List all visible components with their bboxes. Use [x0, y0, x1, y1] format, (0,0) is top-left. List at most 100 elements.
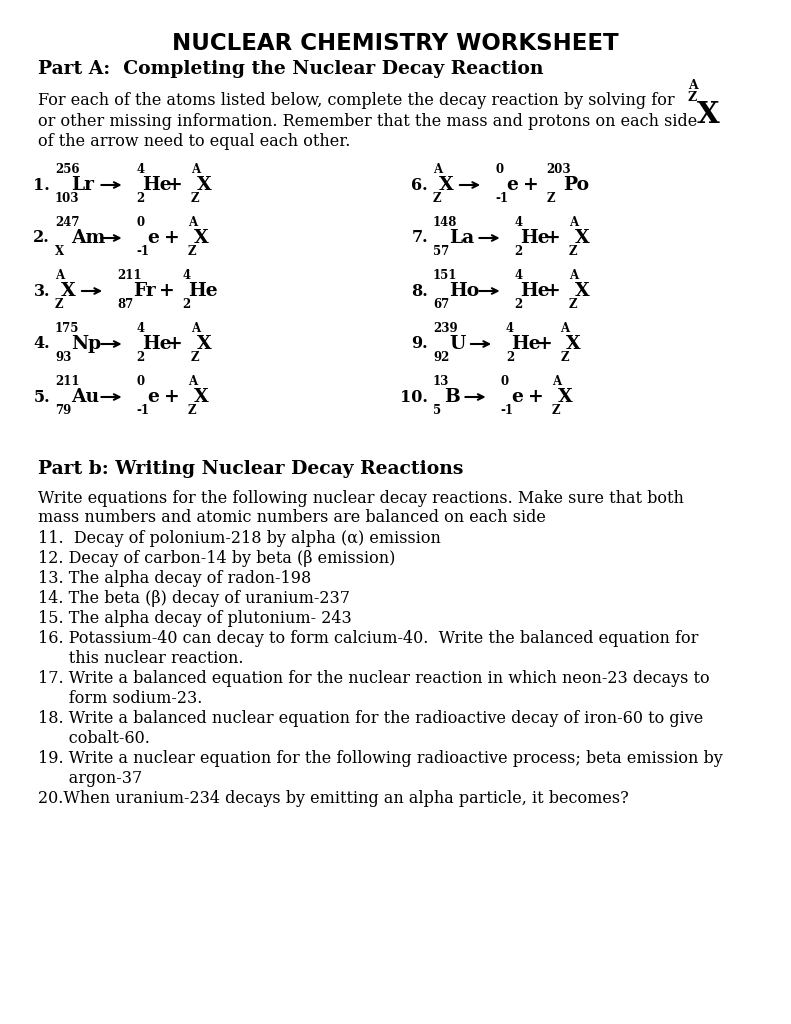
Text: 211: 211: [55, 375, 80, 388]
Text: Z: Z: [191, 193, 199, 205]
Text: Z: Z: [191, 351, 199, 364]
Text: 3.: 3.: [33, 283, 50, 299]
Text: 13. The alpha decay of radon-198: 13. The alpha decay of radon-198: [38, 570, 311, 587]
Text: 4: 4: [514, 269, 523, 282]
Text: this nuclear reaction.: this nuclear reaction.: [38, 650, 244, 667]
Text: 5: 5: [433, 404, 441, 417]
Text: 4.: 4.: [33, 336, 50, 352]
Text: X: X: [558, 388, 572, 406]
Text: 19. Write a nuclear equation for the following radioactive process; beta emissio: 19. Write a nuclear equation for the fol…: [38, 750, 723, 767]
Text: Z: Z: [188, 404, 196, 417]
Text: For each of the atoms listed below, complete the decay reaction by solving for: For each of the atoms listed below, comp…: [38, 92, 679, 109]
Text: Part A:  Completing the Nuclear Decay Reaction: Part A: Completing the Nuclear Decay Rea…: [38, 60, 543, 78]
Text: 4: 4: [514, 216, 523, 229]
Text: 4: 4: [137, 322, 145, 335]
Text: X: X: [574, 282, 589, 300]
Text: 2: 2: [137, 351, 145, 364]
Text: argon-37: argon-37: [38, 770, 142, 787]
Text: 175: 175: [55, 322, 79, 335]
Text: 247: 247: [55, 216, 80, 229]
Text: -1: -1: [495, 193, 508, 205]
Text: 4: 4: [137, 163, 145, 176]
Text: or other missing information. Remember that the mass and protons on each side: or other missing information. Remember t…: [38, 113, 697, 130]
Text: 18. Write a balanced nuclear equation for the radioactive decay of iron-60 to gi: 18. Write a balanced nuclear equation fo…: [38, 710, 703, 727]
Text: 10.: 10.: [400, 388, 428, 406]
Text: -1: -1: [137, 404, 149, 417]
Text: Z: Z: [569, 298, 577, 311]
Text: X: X: [196, 176, 211, 194]
Text: Am: Am: [71, 229, 106, 247]
Text: X: X: [194, 229, 208, 247]
Text: 256: 256: [55, 163, 80, 176]
Text: 93: 93: [55, 351, 71, 364]
Text: Fr: Fr: [134, 282, 157, 300]
Text: Lr: Lr: [71, 176, 94, 194]
Text: 57: 57: [433, 245, 449, 258]
Text: A: A: [191, 322, 200, 335]
Text: 79: 79: [55, 404, 71, 417]
Text: A: A: [688, 79, 698, 92]
Text: X: X: [574, 229, 589, 247]
Text: X: X: [60, 282, 75, 300]
Text: 20.When uranium-234 decays by emitting an alpha particle, it becomes?: 20.When uranium-234 decays by emitting a…: [38, 790, 629, 807]
Text: Write equations for the following nuclear decay reactions. Make sure that both: Write equations for the following nuclea…: [38, 490, 684, 507]
Text: Np: Np: [71, 335, 101, 353]
Text: 92: 92: [433, 351, 449, 364]
Text: 8.: 8.: [411, 283, 428, 299]
Text: Ho: Ho: [449, 282, 480, 300]
Text: Z: Z: [688, 91, 697, 104]
Text: X: X: [438, 176, 453, 194]
Text: Z: Z: [188, 245, 196, 258]
Text: 12. Decay of carbon-14 by beta (β emission): 12. Decay of carbon-14 by beta (β emissi…: [38, 550, 396, 567]
Text: Au: Au: [71, 388, 100, 406]
Text: He: He: [512, 335, 541, 353]
Text: +: +: [528, 388, 544, 406]
Text: form sodium-23.: form sodium-23.: [38, 690, 202, 707]
Text: He: He: [188, 282, 218, 300]
Text: e: e: [147, 388, 159, 406]
Text: A: A: [55, 269, 64, 282]
Text: NUCLEAR CHEMISTRY WORKSHEET: NUCLEAR CHEMISTRY WORKSHEET: [172, 32, 619, 55]
Text: 2: 2: [506, 351, 514, 364]
Text: A: A: [188, 375, 197, 388]
Text: A: A: [552, 375, 561, 388]
Text: 239: 239: [433, 322, 458, 335]
Text: A: A: [569, 216, 578, 229]
Text: Po: Po: [563, 176, 589, 194]
Text: 211: 211: [117, 269, 142, 282]
Text: Z: Z: [552, 404, 561, 417]
Text: A: A: [433, 163, 442, 176]
Text: A: A: [569, 269, 578, 282]
Text: 0: 0: [501, 375, 509, 388]
Text: 4: 4: [183, 269, 191, 282]
Text: e: e: [512, 388, 524, 406]
Text: A: A: [191, 163, 200, 176]
Text: 14. The beta (β) decay of uranium-237: 14. The beta (β) decay of uranium-237: [38, 590, 350, 607]
Text: -1: -1: [137, 245, 149, 258]
Text: Z: Z: [569, 245, 577, 258]
Text: of the arrow need to equal each other.: of the arrow need to equal each other.: [38, 133, 350, 150]
Text: mass numbers and atomic numbers are balanced on each side: mass numbers and atomic numbers are bala…: [38, 509, 546, 526]
Text: 2: 2: [183, 298, 191, 311]
Text: +: +: [536, 335, 552, 353]
Text: 1.: 1.: [33, 176, 50, 194]
Text: +: +: [167, 176, 183, 194]
Text: 67: 67: [433, 298, 449, 311]
Text: 13: 13: [433, 375, 449, 388]
Text: Z: Z: [55, 298, 63, 311]
Text: +: +: [164, 388, 180, 406]
Text: 0: 0: [137, 216, 145, 229]
Text: +: +: [545, 229, 561, 247]
Text: +: +: [167, 335, 183, 353]
Text: e: e: [506, 176, 518, 194]
Text: 2: 2: [137, 193, 145, 205]
Text: He: He: [142, 176, 172, 194]
Text: 9.: 9.: [411, 336, 428, 352]
Text: cobalt-60.: cobalt-60.: [38, 730, 149, 746]
Text: 151: 151: [433, 269, 457, 282]
Text: U: U: [449, 335, 466, 353]
Text: B: B: [444, 388, 460, 406]
Text: Z: Z: [433, 193, 441, 205]
Text: +: +: [159, 282, 174, 300]
Text: 148: 148: [433, 216, 457, 229]
